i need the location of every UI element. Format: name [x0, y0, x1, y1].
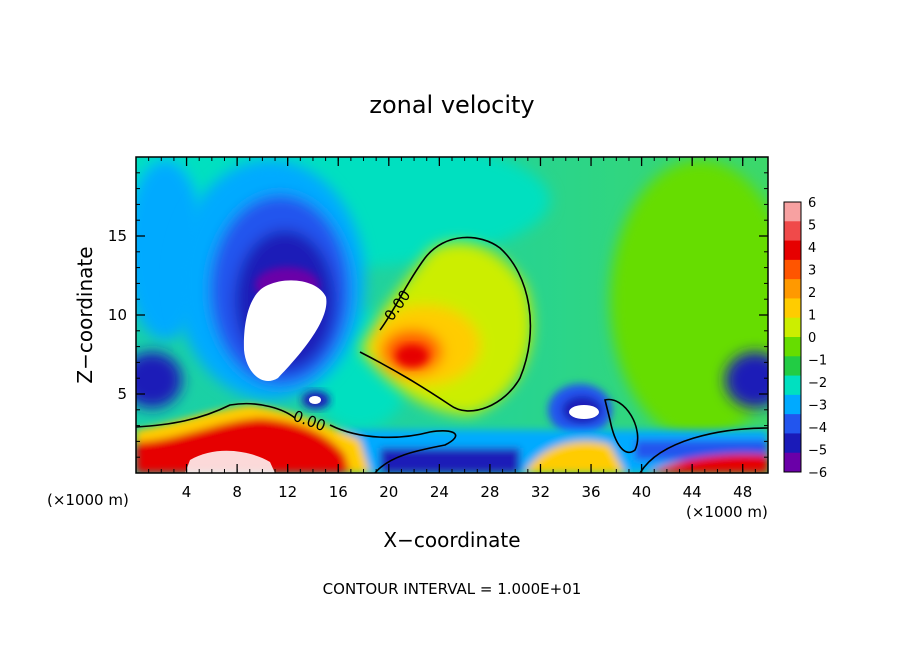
colorbar-swatch	[784, 337, 801, 357]
colorbar-label: 6	[808, 196, 816, 211]
contour-interval-note: CONTOUR INTERVAL = 1.000E+01	[323, 580, 582, 598]
colorbar-swatch	[784, 317, 801, 338]
positive-max	[396, 345, 428, 367]
colorbar-label: 5	[808, 219, 816, 234]
x-tick-label: 48	[733, 483, 752, 501]
colorbar-label: −5	[808, 444, 827, 459]
plot-field: 0.00 0.00	[136, 157, 768, 473]
y-axis-label: Z−coordinate	[73, 246, 97, 383]
surface-red-right	[650, 453, 768, 473]
x-axis-label: X−coordinate	[383, 528, 520, 552]
colorbar-swatch	[784, 356, 801, 377]
x-tick-label: 4	[182, 483, 192, 501]
x-tick-label: 16	[329, 483, 348, 501]
colorbar-swatch	[784, 221, 801, 242]
x-tick-label: 20	[379, 483, 398, 501]
colorbar-label: −4	[808, 421, 827, 436]
zero-contour-dome	[359, 236, 532, 412]
negative-edge-right	[725, 352, 768, 408]
colorbar-frame	[783, 201, 802, 473]
colorbar-label: −6	[808, 466, 827, 481]
colorbar-swatch	[784, 375, 801, 396]
colorbar-label: −3	[808, 399, 827, 414]
colorbar-swatch	[784, 279, 801, 299]
x-tick-label: 8	[232, 483, 242, 501]
x-tick-label: 12	[278, 483, 297, 501]
x-tick-label: 24	[430, 483, 449, 501]
negative-edge-left	[136, 352, 182, 408]
zero-contour-low	[136, 402, 296, 428]
x-tick-label: 36	[581, 483, 600, 501]
surface-positive-mid	[525, 441, 625, 473]
y-tick-label: 10	[108, 306, 127, 324]
y-unit-label: (×1000 m)	[47, 491, 129, 509]
zero-contour-surface	[329, 424, 457, 473]
colorbar-label: −1	[808, 354, 827, 369]
colorbar: 6 5 4 3 2 1 0 −1 −2 −3 −4 −5 −6	[783, 196, 827, 481]
chart-title: zonal velocity	[369, 91, 534, 119]
surface-white-patch	[185, 450, 275, 473]
zero-contour-right	[604, 398, 639, 454]
colorbar-label: 2	[808, 286, 816, 301]
surface-red-left	[136, 418, 350, 473]
right-white-cell	[569, 405, 599, 419]
colorbar-swatch	[784, 394, 801, 415]
colorbar-swatch	[784, 240, 801, 261]
colorbar-label: 1	[808, 309, 816, 324]
x-unit-label: (×1000 m)	[686, 503, 768, 521]
zero-contours	[136, 236, 768, 473]
zero-contour-surface-right	[639, 427, 768, 473]
colorbar-label: 0	[808, 331, 816, 346]
colorbar-swatch	[784, 433, 801, 454]
masked-core	[243, 280, 327, 382]
colorbar-swatch	[784, 202, 801, 222]
colorbar-swatch	[784, 298, 801, 319]
colorbar-label: 3	[808, 264, 816, 279]
x-tick-label: 40	[632, 483, 651, 501]
colorbar-swatch	[784, 452, 801, 473]
small-white-cell	[309, 396, 321, 404]
y-tick-label: 5	[117, 385, 127, 403]
x-tick-label: 44	[683, 483, 702, 501]
x-tick-label: 32	[531, 483, 550, 501]
colorbar-label: 4	[808, 241, 816, 256]
colorbar-swatch	[784, 259, 801, 280]
surface-blue-mid	[380, 448, 520, 473]
colorbar-swatch	[784, 414, 801, 434]
x-tick-label: 28	[480, 483, 499, 501]
y-tick-label: 15	[108, 227, 127, 245]
colorbar-label: −2	[808, 376, 827, 391]
